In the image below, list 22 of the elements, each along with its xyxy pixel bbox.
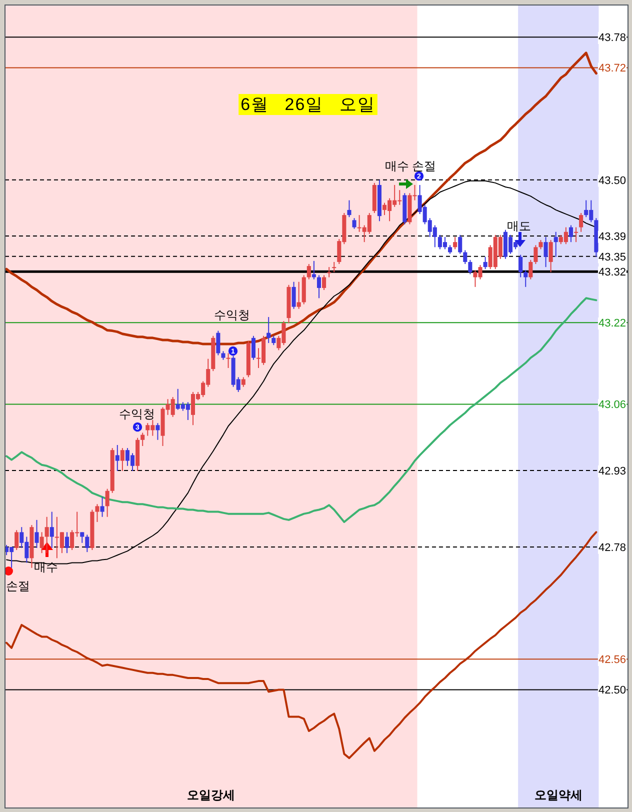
ytick-label: 42.78 <box>598 542 626 554</box>
annotation: 수익청 <box>214 308 250 322</box>
ytick-label: 43.78 <box>598 32 626 44</box>
ytick-label: 42.93 <box>598 465 626 478</box>
title: 6월 26일 오일 <box>240 95 376 114</box>
annotation: 오일약세 <box>534 788 582 802</box>
annotation: 손절 <box>6 579 30 593</box>
ytick-label: 43.39 <box>598 230 626 243</box>
ytick-label: 43.35 <box>598 251 626 264</box>
annotation: 손절 <box>412 159 436 173</box>
annotation: 오일강세 <box>187 788 236 802</box>
ytick-label: 43.06 <box>598 399 626 412</box>
ytick-label: 42.50 <box>598 684 626 697</box>
annotation: 매수 <box>34 560 58 574</box>
annotation: 매수 <box>385 159 409 173</box>
annotation: 매도 <box>507 219 531 233</box>
ytick-label: 43.72 <box>598 62 626 75</box>
ytick-label: 43.50 <box>598 174 626 187</box>
ytick-label: 43.22 <box>598 318 626 330</box>
annotation: 수익청 <box>119 407 155 421</box>
ytick-label: 42.56 <box>598 654 626 666</box>
ytick-label: 43.32 <box>598 266 626 279</box>
